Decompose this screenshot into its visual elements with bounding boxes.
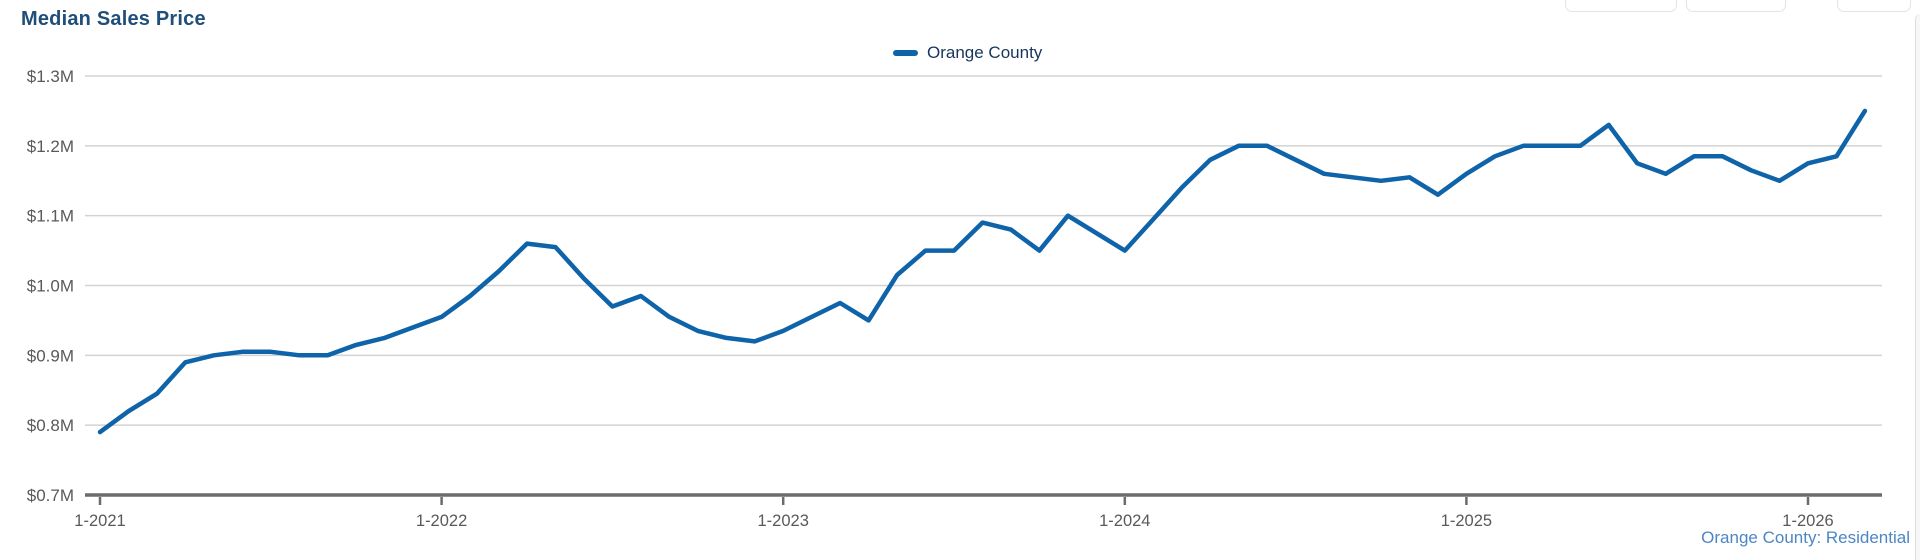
panel-right-edge bbox=[1915, 14, 1920, 560]
y-axis-tick-label: $1.2M bbox=[27, 137, 74, 156]
x-axis-tick-label: 1-2024 bbox=[1099, 512, 1150, 530]
x-axis-tick-label: 1-2025 bbox=[1441, 512, 1492, 530]
y-axis-tick-label: $1.3M bbox=[27, 67, 74, 86]
legend-label: Orange County bbox=[927, 43, 1043, 62]
legend[interactable]: Orange County bbox=[893, 43, 1042, 63]
series-source-label: Orange County: Residential bbox=[1701, 528, 1910, 547]
x-axis-tick-label: 1-2022 bbox=[416, 512, 467, 530]
x-axis-tick-label: 1-2021 bbox=[74, 512, 125, 530]
x-axis-tick-label: 1-2026 bbox=[1782, 512, 1833, 530]
x-axis-tick-label: 1-2023 bbox=[758, 512, 809, 530]
y-axis-tick-label: $1.1M bbox=[27, 207, 74, 226]
y-axis-tick-label: $0.8M bbox=[27, 416, 74, 435]
toolbar-button-3[interactable] bbox=[1837, 0, 1911, 12]
toolbar-button-2[interactable] bbox=[1686, 0, 1786, 12]
chart-title: Median Sales Price bbox=[21, 8, 206, 30]
y-axis-tick-label: $0.9M bbox=[27, 346, 74, 365]
toolbar-button-1[interactable] bbox=[1565, 0, 1677, 12]
y-axis-tick-label: $1.0M bbox=[27, 277, 74, 296]
orange-county-series-line bbox=[97, 108, 1868, 435]
legend-line-swatch bbox=[893, 50, 918, 56]
y-axis-tick-label: $0.7M bbox=[27, 486, 74, 505]
